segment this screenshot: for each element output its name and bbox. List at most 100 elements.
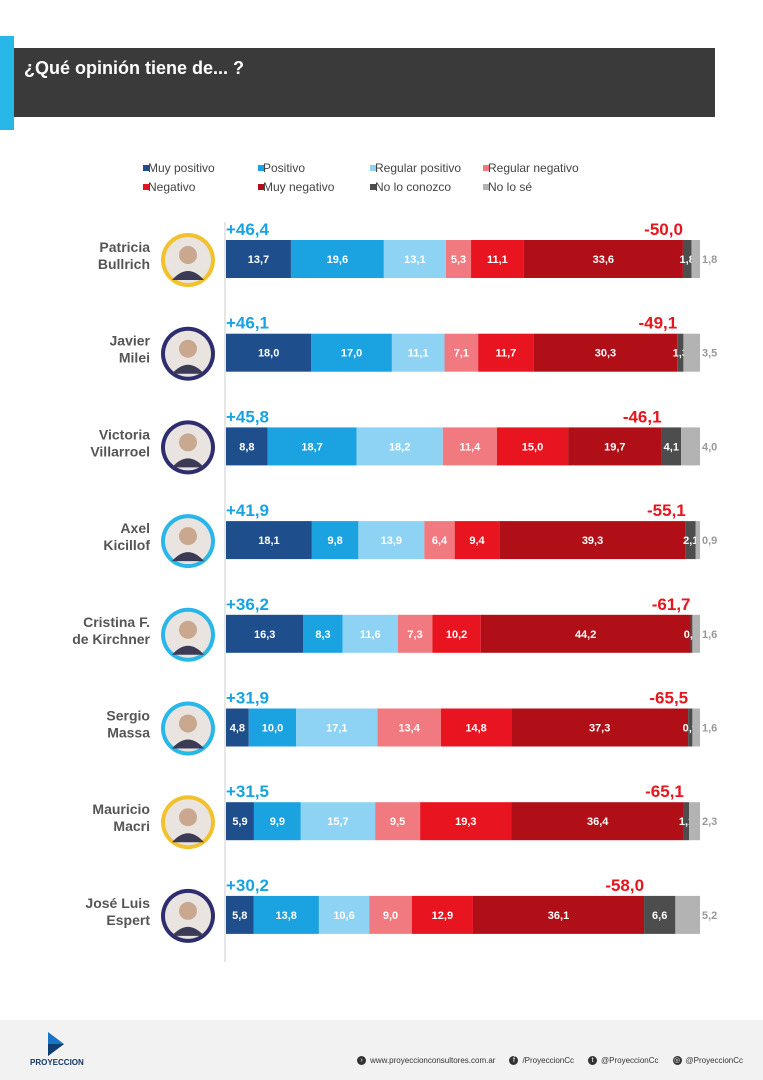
- bar-segment: [226, 614, 304, 653]
- page-title: ¿Qué opinión tiene de... ?: [24, 58, 244, 78]
- bar-segment: [688, 708, 693, 747]
- bar-segment: [248, 708, 297, 747]
- bar-segment: [226, 895, 254, 934]
- twitter-link[interactable]: t @ProyeccionCc: [588, 1056, 659, 1065]
- accent-strip: [0, 36, 14, 130]
- negative-total: -65,5: [649, 689, 688, 708]
- bar-segment: [683, 802, 690, 841]
- proyeccion-logo-icon: [48, 1032, 64, 1056]
- facebook-icon: f: [509, 1056, 519, 1065]
- segment-label: 39,3: [582, 535, 603, 547]
- bar-segment: [445, 240, 472, 278]
- segment-label: 9,4: [469, 535, 485, 547]
- negative-total: -55,1: [647, 501, 686, 520]
- title-bar: ¿Qué opinión tiene de... ?: [14, 48, 715, 117]
- bar-segment: [454, 521, 500, 560]
- segment-label: 1,6: [702, 723, 717, 735]
- facebook-link[interactable]: f /ProyeccionCc: [509, 1056, 574, 1065]
- avatar-body: [172, 364, 204, 374]
- legend-label: Positivo: [263, 161, 305, 175]
- bar-segment: [300, 802, 376, 841]
- brand-name: PROYECCION: [30, 1058, 84, 1067]
- bar-segment: [692, 708, 700, 747]
- segment-label: 5,2: [702, 910, 717, 922]
- segment-label: 19,6: [327, 254, 348, 266]
- segment-label: 36,1: [548, 910, 569, 922]
- positive-total: +31,9: [226, 689, 269, 708]
- segment-label: 14,8: [465, 723, 486, 735]
- positive-total: +41,9: [226, 501, 269, 520]
- bar-segment: [226, 802, 254, 841]
- segment-label: 5,8: [232, 910, 247, 922]
- bar-segment: [478, 333, 534, 372]
- avatar-face: [179, 246, 197, 264]
- avatar-face: [179, 901, 197, 920]
- avatar-face: [179, 620, 197, 639]
- footer: PROYECCION › www.proyeccionconsultores.c…: [0, 1020, 763, 1080]
- instagram-link[interactable]: ◎ @ProyeccionCc: [672, 1056, 743, 1065]
- avatar-body: [172, 552, 204, 562]
- negative-total: -49,1: [638, 314, 677, 333]
- avatar-body: [172, 833, 204, 843]
- bar-segment: [391, 333, 445, 372]
- candidate-name: Kicillof: [103, 537, 150, 553]
- bar-segment: [303, 614, 343, 653]
- instagram-icon: ◎: [672, 1056, 682, 1065]
- website-link[interactable]: › www.proyeccionconsultores.com.ar: [357, 1056, 495, 1065]
- candidate-name: Sergio: [106, 708, 150, 724]
- segment-label: 9,0: [383, 910, 398, 922]
- bar-segment: [253, 802, 301, 841]
- segment-label: 30,3: [595, 348, 616, 360]
- bar-segment: [267, 427, 357, 466]
- segment-label: 9,8: [327, 535, 342, 547]
- segment-label: 17,1: [326, 723, 347, 735]
- bar-segment: [523, 240, 683, 278]
- bar-segment: [690, 614, 693, 653]
- bar-segment: [226, 240, 291, 278]
- bar-segment: [644, 895, 676, 934]
- bar-segment: [480, 614, 691, 653]
- bar-segment: [472, 895, 645, 934]
- bar-segment: [253, 895, 319, 934]
- legend-label: Regular positivo: [375, 161, 461, 175]
- candidate-name: Milei: [119, 350, 150, 366]
- candidate-name: Bullrich: [98, 256, 150, 272]
- avatar-body: [172, 739, 204, 749]
- legend-label: No lo conozco: [375, 180, 451, 194]
- bar-segment: [432, 614, 481, 653]
- bar-segment: [420, 802, 512, 841]
- segment-label: 2,1: [683, 535, 698, 547]
- segment-label: 4,0: [702, 441, 717, 453]
- segment-label: 8,8: [239, 441, 254, 453]
- segment-label: 11,4: [459, 441, 481, 453]
- candidate-name: Axel: [120, 520, 150, 536]
- segment-label: 18,1: [258, 535, 279, 547]
- candidate-name: Espert: [106, 912, 150, 928]
- bar-segment: [226, 333, 312, 372]
- segment-label: 37,3: [589, 723, 610, 735]
- segment-label: 16,3: [254, 629, 275, 641]
- bar-segment: [226, 708, 249, 747]
- segment-label: 18,0: [258, 348, 279, 360]
- bar-segment: [496, 427, 569, 466]
- legend-swatch: [258, 184, 264, 190]
- bar-segment: [692, 614, 700, 653]
- segment-label: 13,7: [248, 254, 269, 266]
- segment-label: 19,7: [604, 441, 625, 453]
- bar-segment: [397, 614, 433, 653]
- footer-links: › www.proyeccionconsultores.com.ar f /Pr…: [357, 1056, 743, 1065]
- candidate-name: Macri: [113, 818, 150, 834]
- segment-label: 17,0: [341, 348, 362, 360]
- segment-label: 7,1: [454, 348, 469, 360]
- bar-segment: [471, 240, 524, 278]
- legend-label: Regular negativo: [488, 161, 579, 175]
- segment-label: 6,6: [652, 910, 667, 922]
- positive-total: +36,2: [226, 595, 269, 614]
- candidate-name: Patricia: [99, 239, 150, 255]
- website-text: www.proyeccionconsultores.com.ar: [370, 1056, 496, 1065]
- segment-label: 11,7: [495, 348, 516, 360]
- bar-segment: [369, 895, 412, 934]
- twitter-icon: t: [588, 1056, 598, 1065]
- segment-label: 4,1: [664, 441, 679, 453]
- avatar-body: [172, 271, 204, 280]
